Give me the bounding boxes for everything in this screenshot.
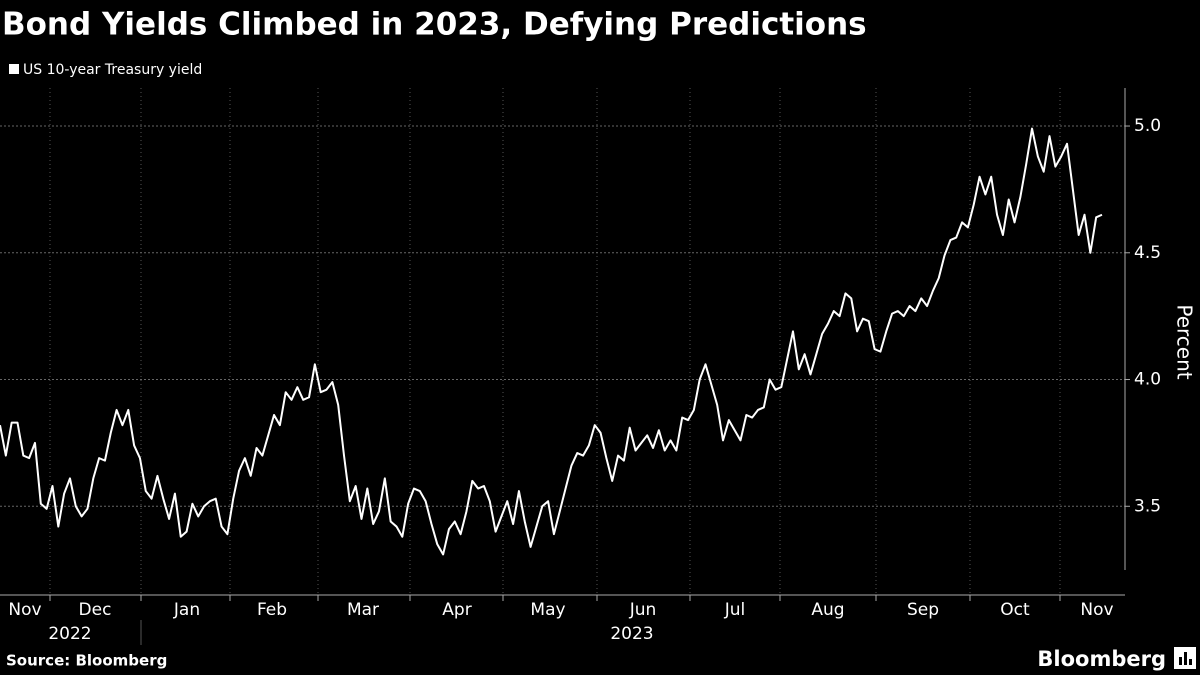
x-tick-label: Oct — [1000, 600, 1030, 620]
brand-icon — [1174, 647, 1196, 669]
y-tick-label: 4.0 — [1134, 370, 1161, 390]
line — [0, 127, 1103, 556]
x-tick-label: Nov — [8, 600, 41, 620]
x-tick-label: Feb — [257, 600, 287, 620]
y-tick-label: 5.0 — [1134, 116, 1161, 136]
x-tick-label: Nov — [1080, 600, 1113, 620]
chart-title: Bond Yields Climbed in 2023, Defying Pre… — [2, 7, 867, 43]
x-tick-label: Sep — [907, 600, 939, 620]
source: Source: Bloomberg — [6, 652, 167, 670]
year-label: 2022 — [48, 624, 91, 644]
brand: Bloomberg — [1037, 647, 1166, 671]
y-tick-label: 4.5 — [1134, 243, 1161, 263]
x-tick-label: Aug — [811, 600, 844, 620]
x-tick-label: Jul — [724, 600, 746, 620]
legend-swatch — [9, 64, 19, 74]
x-tick-label: Jun — [629, 600, 657, 620]
x-tick-label: Apr — [442, 600, 471, 620]
x-tick-label: Dec — [79, 600, 112, 620]
year-label: 2023 — [610, 624, 653, 644]
x-tick-label: Mar — [347, 600, 379, 620]
legend-label: US 10-year Treasury yield — [23, 62, 202, 78]
x-tick-label: Jan — [173, 600, 200, 620]
x-tick-label: May — [530, 600, 565, 620]
y-axis-label: Percent — [1173, 304, 1197, 379]
y-tick-label: 3.5 — [1134, 496, 1161, 516]
